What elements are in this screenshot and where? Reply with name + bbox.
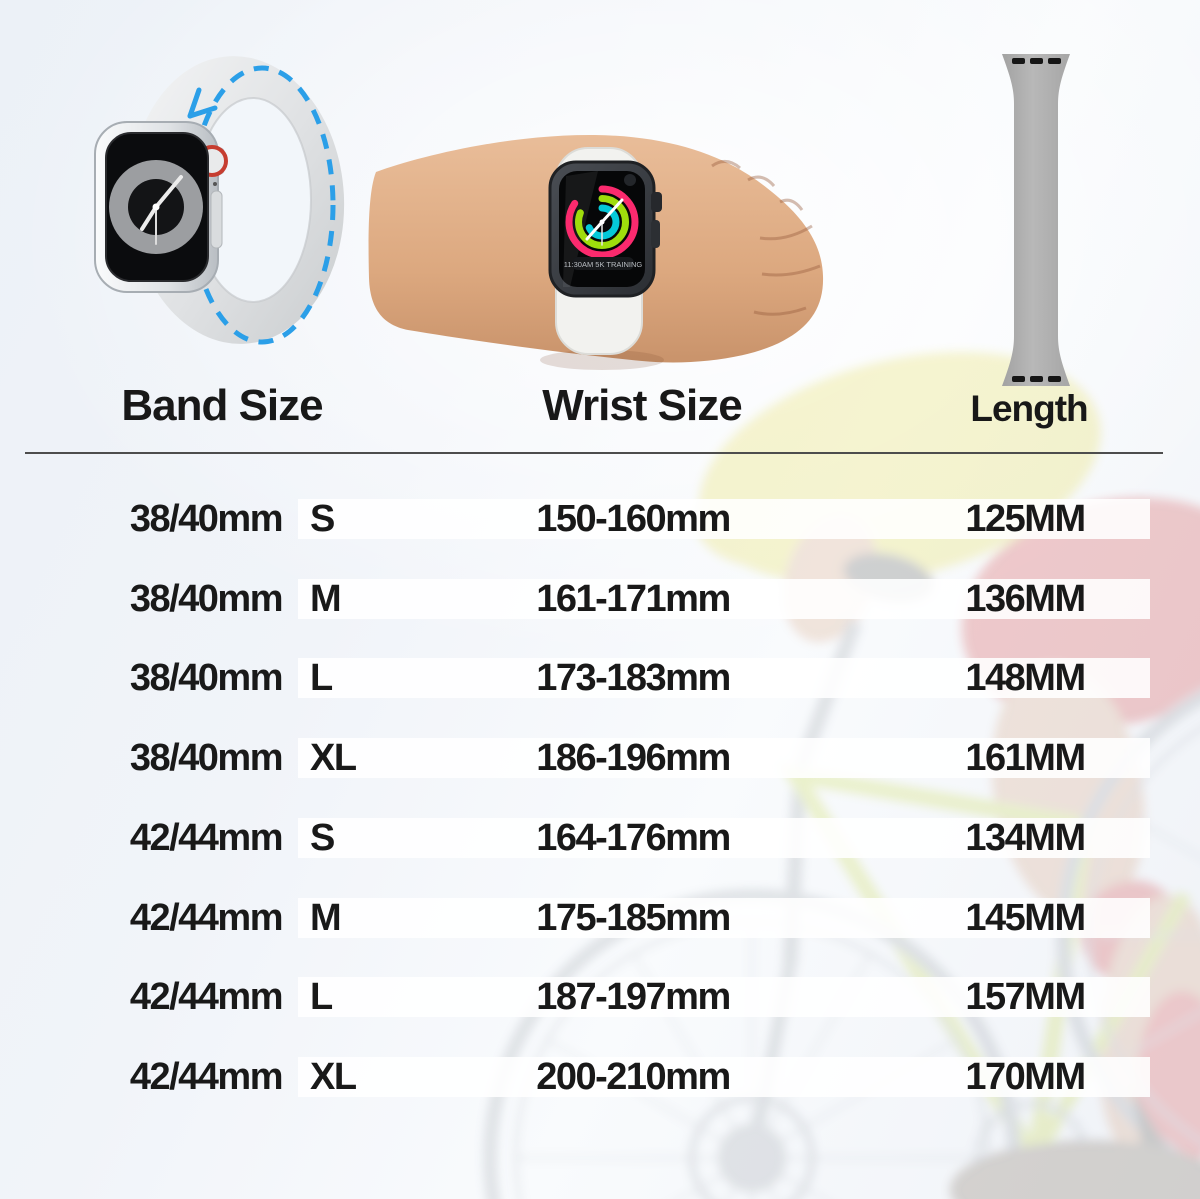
table-row: 38/40mm M 161-171mm 136MM bbox=[0, 579, 1200, 619]
wrist-with-watch-photo: 11:30AM 5K TRAINING bbox=[368, 134, 824, 370]
size-letter: M bbox=[310, 578, 342, 620]
row-strip: S 164-176mm 134MM bbox=[298, 818, 1150, 858]
band-length: 148MM bbox=[965, 657, 1086, 699]
wrist-range: 200-210mm bbox=[536, 1056, 731, 1098]
finger-creases bbox=[711, 160, 821, 316]
stretch-dashed-ellipse bbox=[188, 65, 336, 345]
row-strip: XL 200-210mm 170MM bbox=[298, 1057, 1150, 1097]
size-letter: M bbox=[310, 897, 342, 939]
row-strip: L 173-183mm 148MM bbox=[298, 658, 1150, 698]
table-row: 38/40mm XL 186-196mm 161MM bbox=[0, 738, 1200, 778]
band-size-value: 42/44mm bbox=[129, 1056, 284, 1098]
stretch-arrow-icon bbox=[187, 87, 218, 119]
size-letter: XL bbox=[310, 737, 357, 779]
table-row: 42/44mm S 164-176mm 134MM bbox=[0, 818, 1200, 858]
side-button bbox=[210, 190, 223, 249]
apple-watch-on-wrist-icon: 11:30AM 5K TRAINING bbox=[548, 160, 662, 298]
size-letter: L bbox=[310, 976, 333, 1018]
band-size-value: 38/40mm bbox=[129, 737, 284, 779]
watch-complication-text: 11:30AM 5K TRAINING bbox=[564, 260, 643, 269]
table-row: 42/44mm M 175-185mm 145MM bbox=[0, 898, 1200, 938]
length-header: Length bbox=[970, 388, 1088, 429]
wrist-range: 164-176mm bbox=[536, 817, 731, 859]
wrist-range: 150-160mm bbox=[536, 498, 731, 540]
wrist-range: 187-197mm bbox=[536, 976, 731, 1018]
band-length: 145MM bbox=[965, 897, 1086, 939]
band-length: 134MM bbox=[965, 817, 1086, 859]
band-size-value: 42/44mm bbox=[129, 976, 284, 1018]
front-wheel bbox=[483, 889, 1021, 1199]
band-length: 136MM bbox=[965, 578, 1086, 620]
row-strip: L 187-197mm 157MM bbox=[298, 977, 1150, 1017]
wrist-range: 173-183mm bbox=[536, 657, 731, 699]
row-strip: M 175-185mm 145MM bbox=[298, 898, 1150, 938]
wrist-range: 186-196mm bbox=[536, 737, 731, 779]
wrist-range: 175-185mm bbox=[536, 897, 731, 939]
table-row: 38/40mm S 150-160mm 125MM bbox=[0, 499, 1200, 539]
band-size-value: 38/40mm bbox=[129, 498, 284, 540]
band-length: 161MM bbox=[965, 737, 1086, 779]
lug-slots bbox=[1012, 58, 1061, 382]
band-size-value: 42/44mm bbox=[129, 897, 284, 939]
flat-band-icon bbox=[1002, 54, 1070, 386]
header-divider-line bbox=[25, 452, 1163, 454]
size-letter: XL bbox=[310, 1056, 357, 1098]
table-row: 38/40mm L 173-183mm 148MM bbox=[0, 658, 1200, 698]
flat-band-illustration bbox=[1002, 54, 1070, 386]
size-letter: L bbox=[310, 657, 333, 699]
chainring bbox=[973, 1099, 1091, 1199]
row-strip: M 161-171mm 136MM bbox=[298, 579, 1150, 619]
band-size-header: Band Size bbox=[121, 381, 323, 430]
wrist-range: 161-171mm bbox=[536, 578, 731, 620]
band-length: 125MM bbox=[965, 498, 1086, 540]
table-row: 42/44mm XL 200-210mm 170MM bbox=[0, 1057, 1200, 1097]
row-strip: XL 186-196mm 161MM bbox=[298, 738, 1150, 778]
row-strip: S 150-160mm 125MM bbox=[298, 499, 1150, 539]
band-size-value: 38/40mm bbox=[129, 578, 284, 620]
wrist-size-header: Wrist Size bbox=[542, 381, 742, 430]
band-length: 157MM bbox=[965, 976, 1086, 1018]
solo-loop-watch-illustration bbox=[94, 56, 345, 345]
band-length: 170MM bbox=[965, 1056, 1086, 1098]
table-row: 42/44mm L 187-197mm 157MM bbox=[0, 977, 1200, 1017]
clock-face-icon bbox=[109, 160, 203, 254]
band-size-value: 42/44mm bbox=[129, 817, 284, 859]
band-size-value: 38/40mm bbox=[129, 657, 284, 699]
apple-watch-icon bbox=[94, 121, 228, 293]
size-letter: S bbox=[310, 817, 335, 859]
size-letter: S bbox=[310, 498, 335, 540]
